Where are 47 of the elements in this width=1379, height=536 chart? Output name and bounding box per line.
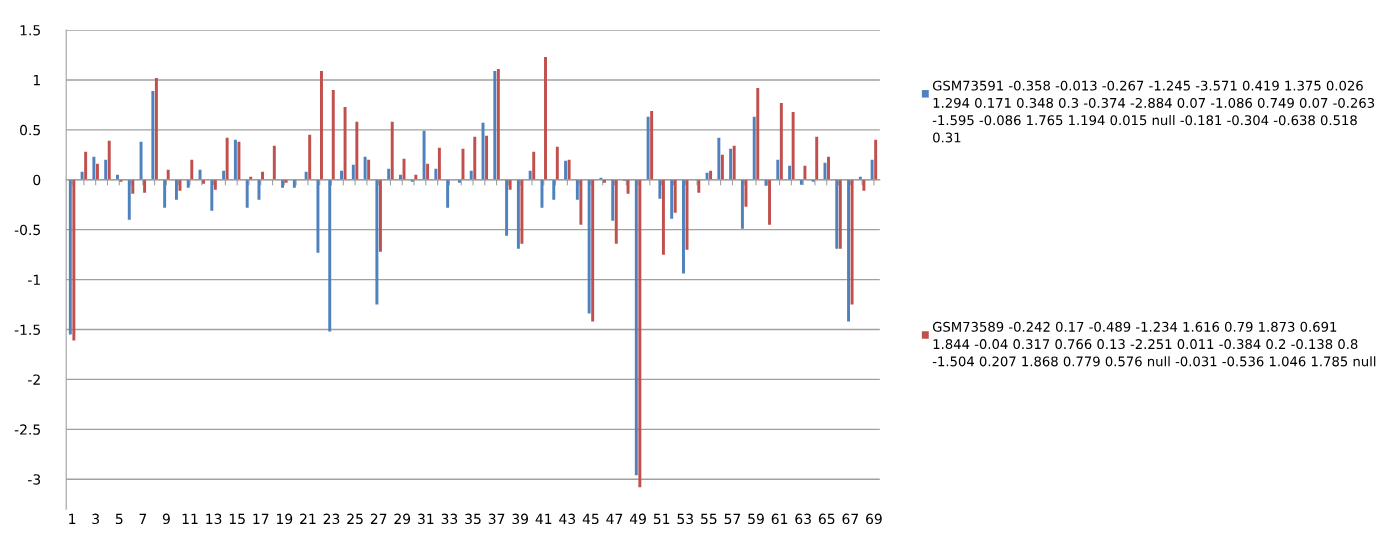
y-tick-label: 0.5	[20, 124, 40, 136]
x-tick-label: 23	[323, 513, 340, 525]
x-tick-label: 57	[724, 513, 741, 525]
x-tick-label: 43	[559, 513, 576, 525]
x-tick-label: 7	[139, 513, 147, 524]
legend-label: GSM73591 -0.358 -0.013 -0.267 -1.245 -3.571 0.419 1.375 0.026 1.294 0.171 0.348 0.3 -0.374 -2.884 0.07 -1.086 0.749 0.07 -0.263 -1.595 -0.086 1.765 1.194 0.015 null -0.181 -0.304 -0.638 0.518 0.31	[932, 80, 1375, 143]
y-tick-label: 1	[33, 75, 40, 86]
y-tick-label: 0	[33, 174, 41, 186]
y-tick-label: -2.5	[14, 424, 40, 435]
x-tick-label: 37	[488, 513, 505, 525]
x-tick-label: 67	[842, 513, 858, 525]
x-tick-label: 9	[162, 513, 170, 525]
x-tick-label: 1	[69, 513, 76, 524]
x-tick-label: 59	[748, 513, 764, 525]
x-tick-label: 21	[300, 513, 316, 524]
x-tick-label: 17	[253, 513, 269, 524]
x-tick-label: 33	[441, 513, 458, 525]
x-tick-label: 63	[795, 513, 811, 525]
x-tick-label: 25	[347, 513, 363, 525]
x-tick-label: 45	[582, 513, 599, 525]
legend-label: GSM73589 -0.242 0.17 -0.489 -1.234 1.616 0.79 1.873 0.691 1.844 -0.04 0.317 0.766 0.13 -2.251 0.011 -0.384 0.2 -0.138 0.8 -1.504 0.207 1.868 0.779 0.576 null -0.031 -0.536 1.046 1.785 null	[932, 321, 1376, 367]
y-tick-label: -1.5	[14, 324, 40, 335]
x-tick-label: 11	[182, 513, 198, 524]
x-tick-label: 3	[92, 513, 99, 525]
x-tick-label: 55	[701, 513, 717, 525]
y-tick-label: 1.5	[20, 25, 40, 36]
x-tick-label: 65	[818, 513, 835, 525]
x-tick-label: 5	[115, 513, 123, 525]
x-tick-label: 39	[512, 513, 529, 525]
x-tick-label: 27	[370, 513, 387, 524]
y-tick-label: -3	[28, 474, 41, 485]
y-tick-label: -1	[28, 274, 40, 285]
x-tick-label: 47	[606, 513, 623, 524]
x-tick-label: 35	[465, 513, 481, 525]
x-tick-label: 49	[629, 513, 646, 525]
x-tick-label: 53	[677, 513, 693, 525]
x-tick-label: 15	[229, 513, 245, 525]
x-tick-label: 31	[418, 513, 434, 525]
x-tick-label: 13	[206, 513, 222, 525]
x-tick-label: 51	[653, 513, 670, 525]
x-tick-label: 29	[394, 513, 411, 525]
y-tick-label: -0.5	[14, 224, 40, 236]
y-tick-label: -2	[28, 374, 40, 385]
x-tick-label: 19	[277, 513, 293, 525]
x-tick-label: 69	[866, 513, 882, 525]
x-tick-label: 61	[771, 513, 788, 525]
x-tick-label: 41	[535, 513, 552, 524]
